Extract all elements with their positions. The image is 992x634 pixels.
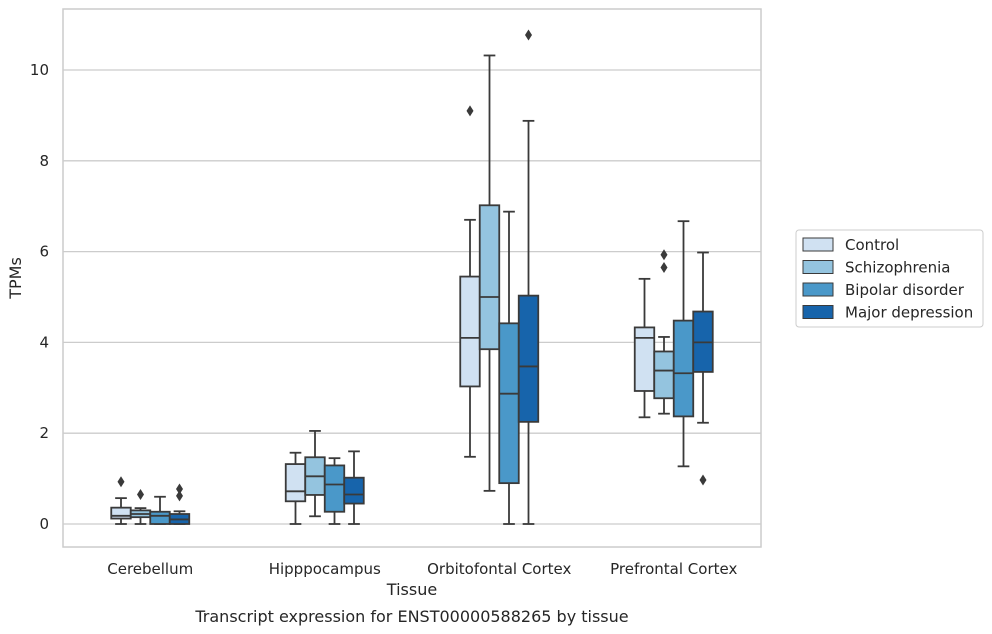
x-tick-label: Cerebellum [107, 560, 193, 578]
outlier-point [660, 261, 668, 273]
outlier-point [137, 488, 144, 500]
box [304, 430, 326, 518]
plot-frame [62, 8, 762, 548]
y-tick-label: 10 [30, 61, 49, 79]
box [323, 457, 346, 525]
outlier-point [117, 476, 125, 488]
legend: Control Schizophrenia Bipolar disorder Majo… [795, 229, 984, 328]
outlier-point [525, 29, 532, 41]
box [498, 210, 520, 525]
legend-frame [795, 229, 984, 328]
box [129, 488, 152, 525]
x-tick-label: Hipppocampus [269, 560, 381, 578]
legend-label: Bipolar disorder [845, 281, 965, 299]
legend-swatch [802, 282, 834, 297]
legend-swatch [802, 305, 834, 319]
box [343, 450, 365, 525]
outlier-point [699, 474, 707, 486]
box-iqr [459, 275, 481, 388]
box [478, 54, 501, 492]
y-tick-label: 4 [39, 333, 49, 351]
legend-swatch [802, 237, 834, 252]
box [149, 495, 171, 525]
x-tick-label: Prefrontal Cortex [610, 560, 737, 578]
box-iqr [110, 506, 132, 520]
box-iqr [284, 463, 307, 503]
y-axis-label: TPMs [6, 257, 25, 300]
box-iqr [633, 326, 656, 392]
box-iqr [149, 510, 171, 525]
legend-swatch [802, 260, 834, 274]
y-tick-label: 6 [39, 243, 49, 261]
box-iqr [672, 319, 695, 418]
grid-lines [63, 69, 761, 525]
box-iqr [478, 204, 501, 351]
box [692, 251, 714, 486]
box [672, 220, 695, 468]
legend-label: Control [845, 236, 899, 254]
x-tick-labels: Cerebellum Hipppocampus Orbitofontal Corte… [107, 560, 737, 578]
box-iqr [498, 322, 520, 485]
box [517, 29, 540, 525]
box [653, 249, 675, 415]
legend-label: Schizophrenia [845, 259, 950, 277]
box [110, 476, 132, 525]
box [284, 451, 307, 525]
y-tick-label: 2 [39, 424, 49, 442]
outlier-point [660, 249, 668, 261]
outlier-point [176, 490, 183, 502]
box [459, 105, 481, 458]
legend-label: Major depression [845, 304, 973, 322]
y-tick-label: 0 [39, 515, 49, 533]
box-series [110, 29, 714, 525]
box-iqr [323, 464, 346, 513]
chart-caption: Transcript expression for ENST0000058826… [194, 607, 628, 626]
box-iqr [343, 476, 365, 505]
outlier-point [176, 483, 183, 495]
box-iqr [517, 294, 540, 423]
box [168, 483, 191, 525]
box-iqr [653, 350, 675, 400]
x-axis-label: Tissue [386, 580, 437, 599]
y-tick-label: 8 [39, 152, 49, 170]
outlier-point [466, 105, 474, 117]
box [633, 277, 656, 419]
x-tick-label: Orbitofontal Cortex [427, 560, 571, 578]
y-tick-labels: 0 2 4 6 8 10 [30, 61, 49, 533]
